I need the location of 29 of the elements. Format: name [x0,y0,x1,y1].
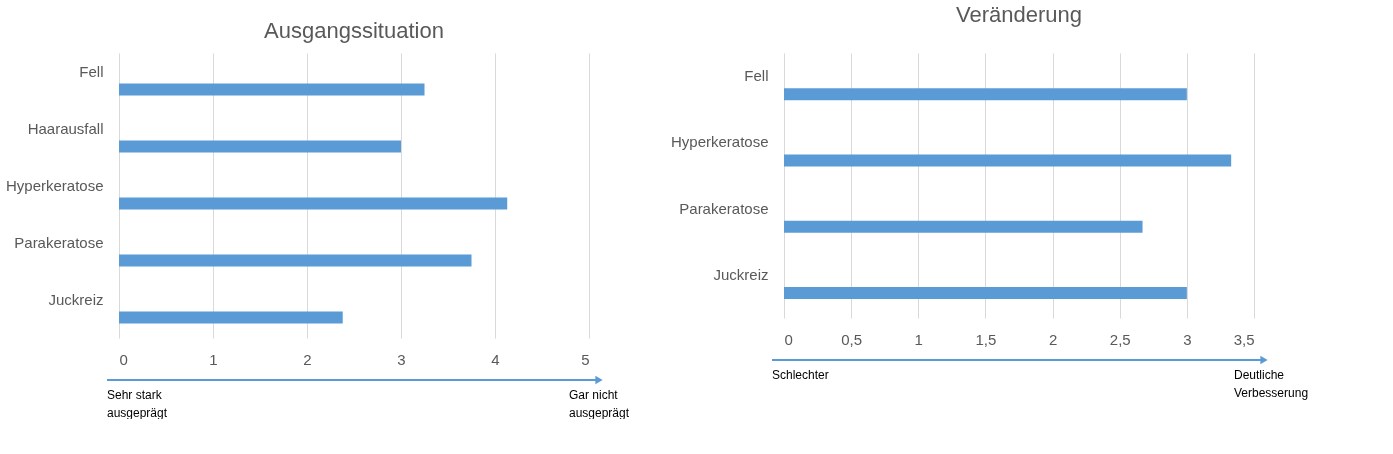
text: Schlechter [772,368,829,382]
y-tick-label: Juckreiz [713,265,769,283]
x-tick-label: 1 [209,350,218,368]
y-tick-label: Parakeratose [14,233,104,251]
x-tick-label: 2 [303,350,312,368]
x-tick-label: 1,5 [975,330,997,348]
x-tick-label: 3,5 [1233,330,1255,348]
x-tick-label: 0 [119,350,128,368]
chart-title: Veränderung [956,2,1082,27]
x-tick-label: 0 [784,330,793,348]
text: Deutliche Verbesserung [1234,368,1309,400]
y-tick-label: Hyperkeratose [670,133,769,151]
x-tick-label: 1 [914,330,923,348]
y-tick-label: Fell [744,67,769,85]
x-tick-label: 0,5 [841,330,863,348]
x-tick-label: 5 [581,350,590,368]
text: Gar nicht ausgeprägt [569,388,630,420]
y-tick-label: Hyperkeratose [5,176,104,194]
text: Sehr stark ausgeprägt [107,388,168,420]
x-tick-label: 3 [1183,330,1192,348]
y-tick-label: Parakeratose [679,199,769,217]
x-tick-label: 3 [397,350,406,368]
chart-title: Ausgangssituation [264,18,444,43]
x-tick-label: 2,5 [1109,330,1131,348]
x-tick-label: 2 [1048,330,1058,348]
x-tick-label: 4 [491,350,500,368]
y-tick-label: Fell [79,62,104,80]
y-tick-label: Haarausfall [27,119,104,137]
y-tick-label: Juckreiz [48,290,104,308]
